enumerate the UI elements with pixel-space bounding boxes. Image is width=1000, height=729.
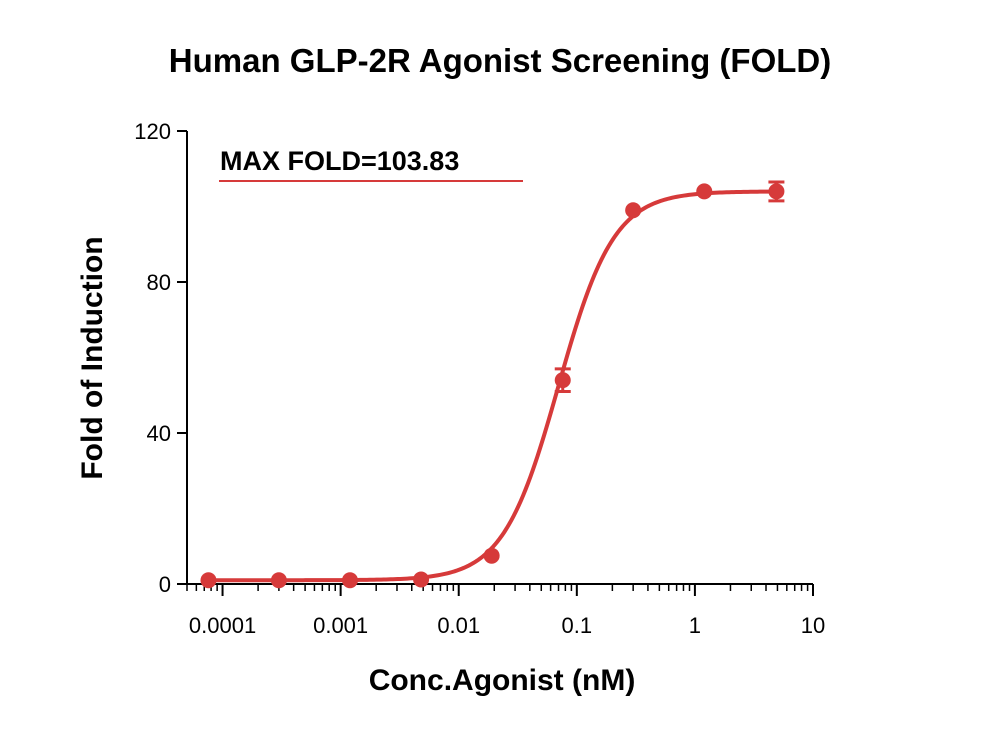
data-point — [341, 572, 358, 589]
fit-curve-group — [206, 189, 779, 583]
x-tick-label: 0.001 — [313, 613, 368, 638]
x-tick-label: 0.01 — [437, 613, 480, 638]
fit-curve — [206, 189, 779, 583]
annotation-group: MAX FOLD=103.83 — [219, 146, 523, 182]
data-point — [768, 183, 785, 200]
data-point — [625, 202, 642, 219]
data-point — [270, 572, 287, 589]
axes: 0 40 80 120 0.0001 0.001 0.01 0.1 1 10 — [134, 119, 825, 638]
x-tick-label: 10 — [801, 613, 825, 638]
x-tick-label: 0.1 — [562, 613, 593, 638]
y-tick-label: 80 — [147, 270, 171, 295]
data-point — [554, 372, 571, 389]
data-point — [413, 571, 430, 588]
y-axis-title: Fold of Induction — [76, 236, 109, 479]
x-axis-title: Conc.Agonist (nM) — [369, 664, 636, 697]
chart-title: Human GLP-2R Agonist Screening (FOLD) — [169, 42, 831, 79]
data-point — [483, 547, 500, 564]
y-tick-label: 0 — [159, 572, 171, 597]
y-tick-label: 40 — [147, 421, 171, 446]
x-tick-label: 0.0001 — [189, 613, 256, 638]
y-tick-label: 120 — [134, 119, 171, 144]
x-tick-label: 1 — [689, 613, 701, 638]
data-point — [696, 183, 713, 200]
data-point — [200, 572, 217, 589]
max-fold-annotation: MAX FOLD=103.83 — [220, 146, 459, 176]
data-points — [200, 180, 785, 589]
